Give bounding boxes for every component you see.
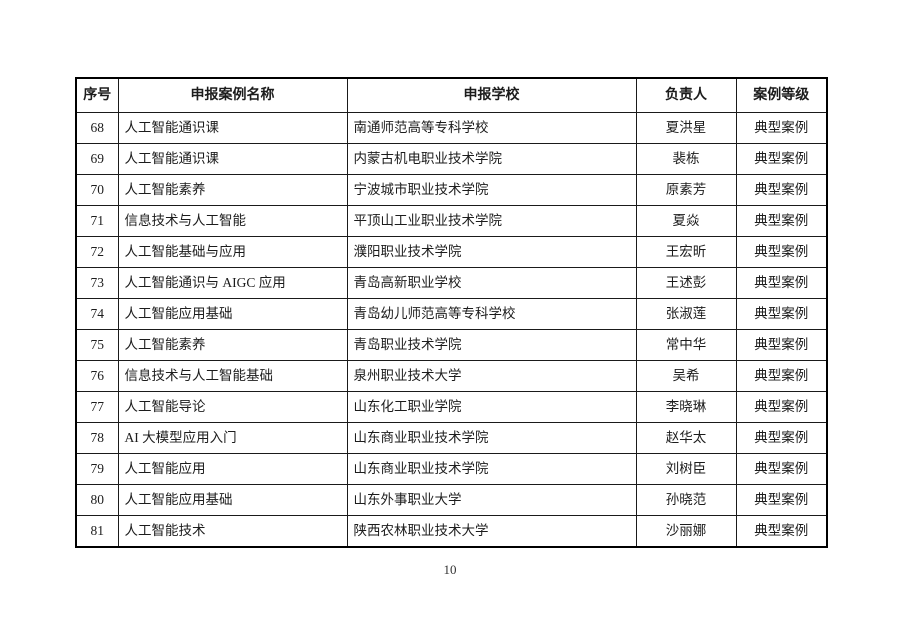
cell-leader: 刘树臣 — [635, 453, 737, 485]
cell-leader: 常中华 — [635, 329, 737, 361]
cell-no: 70 — [75, 174, 119, 206]
cell-leader: 王宏昕 — [635, 236, 737, 268]
cell-case-name: 人工智能通识课 — [117, 143, 348, 175]
table-row: 69 人工智能通识课 内蒙古机电职业技术学院 裴栋 典型案例 — [75, 143, 828, 175]
cell-level: 典型案例 — [735, 298, 828, 330]
header-cell-leader: 负责人 — [635, 77, 737, 113]
header-cell-school: 申报学校 — [346, 77, 637, 113]
cell-level: 典型案例 — [735, 360, 828, 392]
cell-school: 山东化工职业学院 — [346, 391, 637, 423]
cell-case-name: AI 大模型应用入门 — [117, 422, 348, 454]
cell-level: 典型案例 — [735, 422, 828, 454]
cell-case-name: 人工智能应用基础 — [117, 298, 348, 330]
header-row: 序号 申报案例名称 申报学校 负责人 案例等级 — [75, 77, 828, 113]
table-row: 73 人工智能通识与 AIGC 应用 青岛高新职业学校 王述彭 典型案例 — [75, 267, 828, 299]
cell-school: 平顶山工业职业技术学院 — [346, 205, 637, 237]
table-row: 72 人工智能基础与应用 濮阳职业技术学院 王宏昕 典型案例 — [75, 236, 828, 268]
cell-no: 73 — [75, 267, 119, 299]
cell-leader: 李晓琳 — [635, 391, 737, 423]
cell-leader: 夏焱 — [635, 205, 737, 237]
cell-leader: 裴栋 — [635, 143, 737, 175]
table-row: 78 AI 大模型应用入门 山东商业职业技术学院 赵华太 典型案例 — [75, 422, 828, 454]
cell-leader: 沙丽娜 — [635, 515, 737, 548]
cell-case-name: 人工智能应用基础 — [117, 484, 348, 516]
cell-case-name: 人工智能素养 — [117, 174, 348, 206]
cell-case-name: 人工智能导论 — [117, 391, 348, 423]
cell-school: 泉州职业技术大学 — [346, 360, 637, 392]
cell-level: 典型案例 — [735, 174, 828, 206]
cell-school: 青岛幼儿师范高等专科学校 — [346, 298, 637, 330]
cell-leader: 张淑莲 — [635, 298, 737, 330]
cell-school: 山东外事职业大学 — [346, 484, 637, 516]
cell-school: 内蒙古机电职业技术学院 — [346, 143, 637, 175]
cell-no: 80 — [75, 484, 119, 516]
cell-no: 68 — [75, 112, 119, 144]
cell-leader: 王述彭 — [635, 267, 737, 299]
header-cell-case-name: 申报案例名称 — [117, 77, 348, 113]
cell-school: 山东商业职业技术学院 — [346, 453, 637, 485]
table-row: 75 人工智能素养 青岛职业技术学院 常中华 典型案例 — [75, 329, 828, 361]
cell-level: 典型案例 — [735, 267, 828, 299]
cell-no: 71 — [75, 205, 119, 237]
cell-no: 76 — [75, 360, 119, 392]
cell-school: 山东商业职业技术学院 — [346, 422, 637, 454]
cell-case-name: 信息技术与人工智能基础 — [117, 360, 348, 392]
header-cell-level: 案例等级 — [735, 77, 828, 113]
cell-school: 青岛高新职业学校 — [346, 267, 637, 299]
table-row: 81 人工智能技术 陕西农林职业技术大学 沙丽娜 典型案例 — [75, 515, 828, 548]
cell-school: 宁波城市职业技术学院 — [346, 174, 637, 206]
table-row: 74 人工智能应用基础 青岛幼儿师范高等专科学校 张淑莲 典型案例 — [75, 298, 828, 330]
table-row: 70 人工智能素养 宁波城市职业技术学院 原素芳 典型案例 — [75, 174, 828, 206]
cell-leader: 赵华太 — [635, 422, 737, 454]
cell-leader: 原素芳 — [635, 174, 737, 206]
cell-level: 典型案例 — [735, 205, 828, 237]
table-body: 68 人工智能通识课 南通师范高等专科学校 夏洪星 典型案例 69 人工智能通识课 内蒙古机电… — [75, 112, 828, 548]
cell-no: 74 — [75, 298, 119, 330]
table-row: 68 人工智能通识课 南通师范高等专科学校 夏洪星 典型案例 — [75, 112, 828, 144]
table-row: 76 信息技术与人工智能基础 泉州职业技术大学 吴希 典型案例 — [75, 360, 828, 392]
table-header: 序号 申报案例名称 申报学校 负责人 案例等级 — [75, 77, 828, 113]
cell-no: 81 — [75, 515, 119, 548]
cell-school: 青岛职业技术学院 — [346, 329, 637, 361]
cell-school: 南通师范高等专科学校 — [346, 112, 637, 144]
header-cell-no: 序号 — [75, 77, 119, 113]
cell-level: 典型案例 — [735, 329, 828, 361]
cell-level: 典型案例 — [735, 515, 828, 548]
cell-case-name: 人工智能应用 — [117, 453, 348, 485]
cell-school: 陕西农林职业技术大学 — [346, 515, 637, 548]
cell-level: 典型案例 — [735, 453, 828, 485]
cell-leader: 吴希 — [635, 360, 737, 392]
cell-no: 72 — [75, 236, 119, 268]
table-row: 71 信息技术与人工智能 平顶山工业职业技术学院 夏焱 典型案例 — [75, 205, 828, 237]
cell-level: 典型案例 — [735, 391, 828, 423]
cases-table: 序号 申报案例名称 申报学校 负责人 案例等级 68 人工智能通识课 南通师范高等专… — [75, 77, 828, 548]
cell-case-name: 人工智能素养 — [117, 329, 348, 361]
cell-case-name: 人工智能通识与 AIGC 应用 — [117, 267, 348, 299]
cell-no: 78 — [75, 422, 119, 454]
page-number: 10 — [443, 562, 457, 577]
cell-no: 77 — [75, 391, 119, 423]
table-row: 77 人工智能导论 山东化工职业学院 李晓琳 典型案例 — [75, 391, 828, 423]
cell-level: 典型案例 — [735, 143, 828, 175]
cell-case-name: 人工智能基础与应用 — [117, 236, 348, 268]
cell-no: 75 — [75, 329, 119, 361]
cell-level: 典型案例 — [735, 484, 828, 516]
cell-case-name: 信息技术与人工智能 — [117, 205, 348, 237]
cell-school: 濮阳职业技术学院 — [346, 236, 637, 268]
cell-level: 典型案例 — [735, 236, 828, 268]
cell-case-name: 人工智能通识课 — [117, 112, 348, 144]
table-row: 80 人工智能应用基础 山东外事职业大学 孙晓范 典型案例 — [75, 484, 828, 516]
cell-leader: 孙晓范 — [635, 484, 737, 516]
cell-level: 典型案例 — [735, 112, 828, 144]
cell-no: 69 — [75, 143, 119, 175]
cell-leader: 夏洪星 — [635, 112, 737, 144]
cell-no: 79 — [75, 453, 119, 485]
cell-case-name: 人工智能技术 — [117, 515, 348, 548]
table-row: 79 人工智能应用 山东商业职业技术学院 刘树臣 典型案例 — [75, 453, 828, 485]
